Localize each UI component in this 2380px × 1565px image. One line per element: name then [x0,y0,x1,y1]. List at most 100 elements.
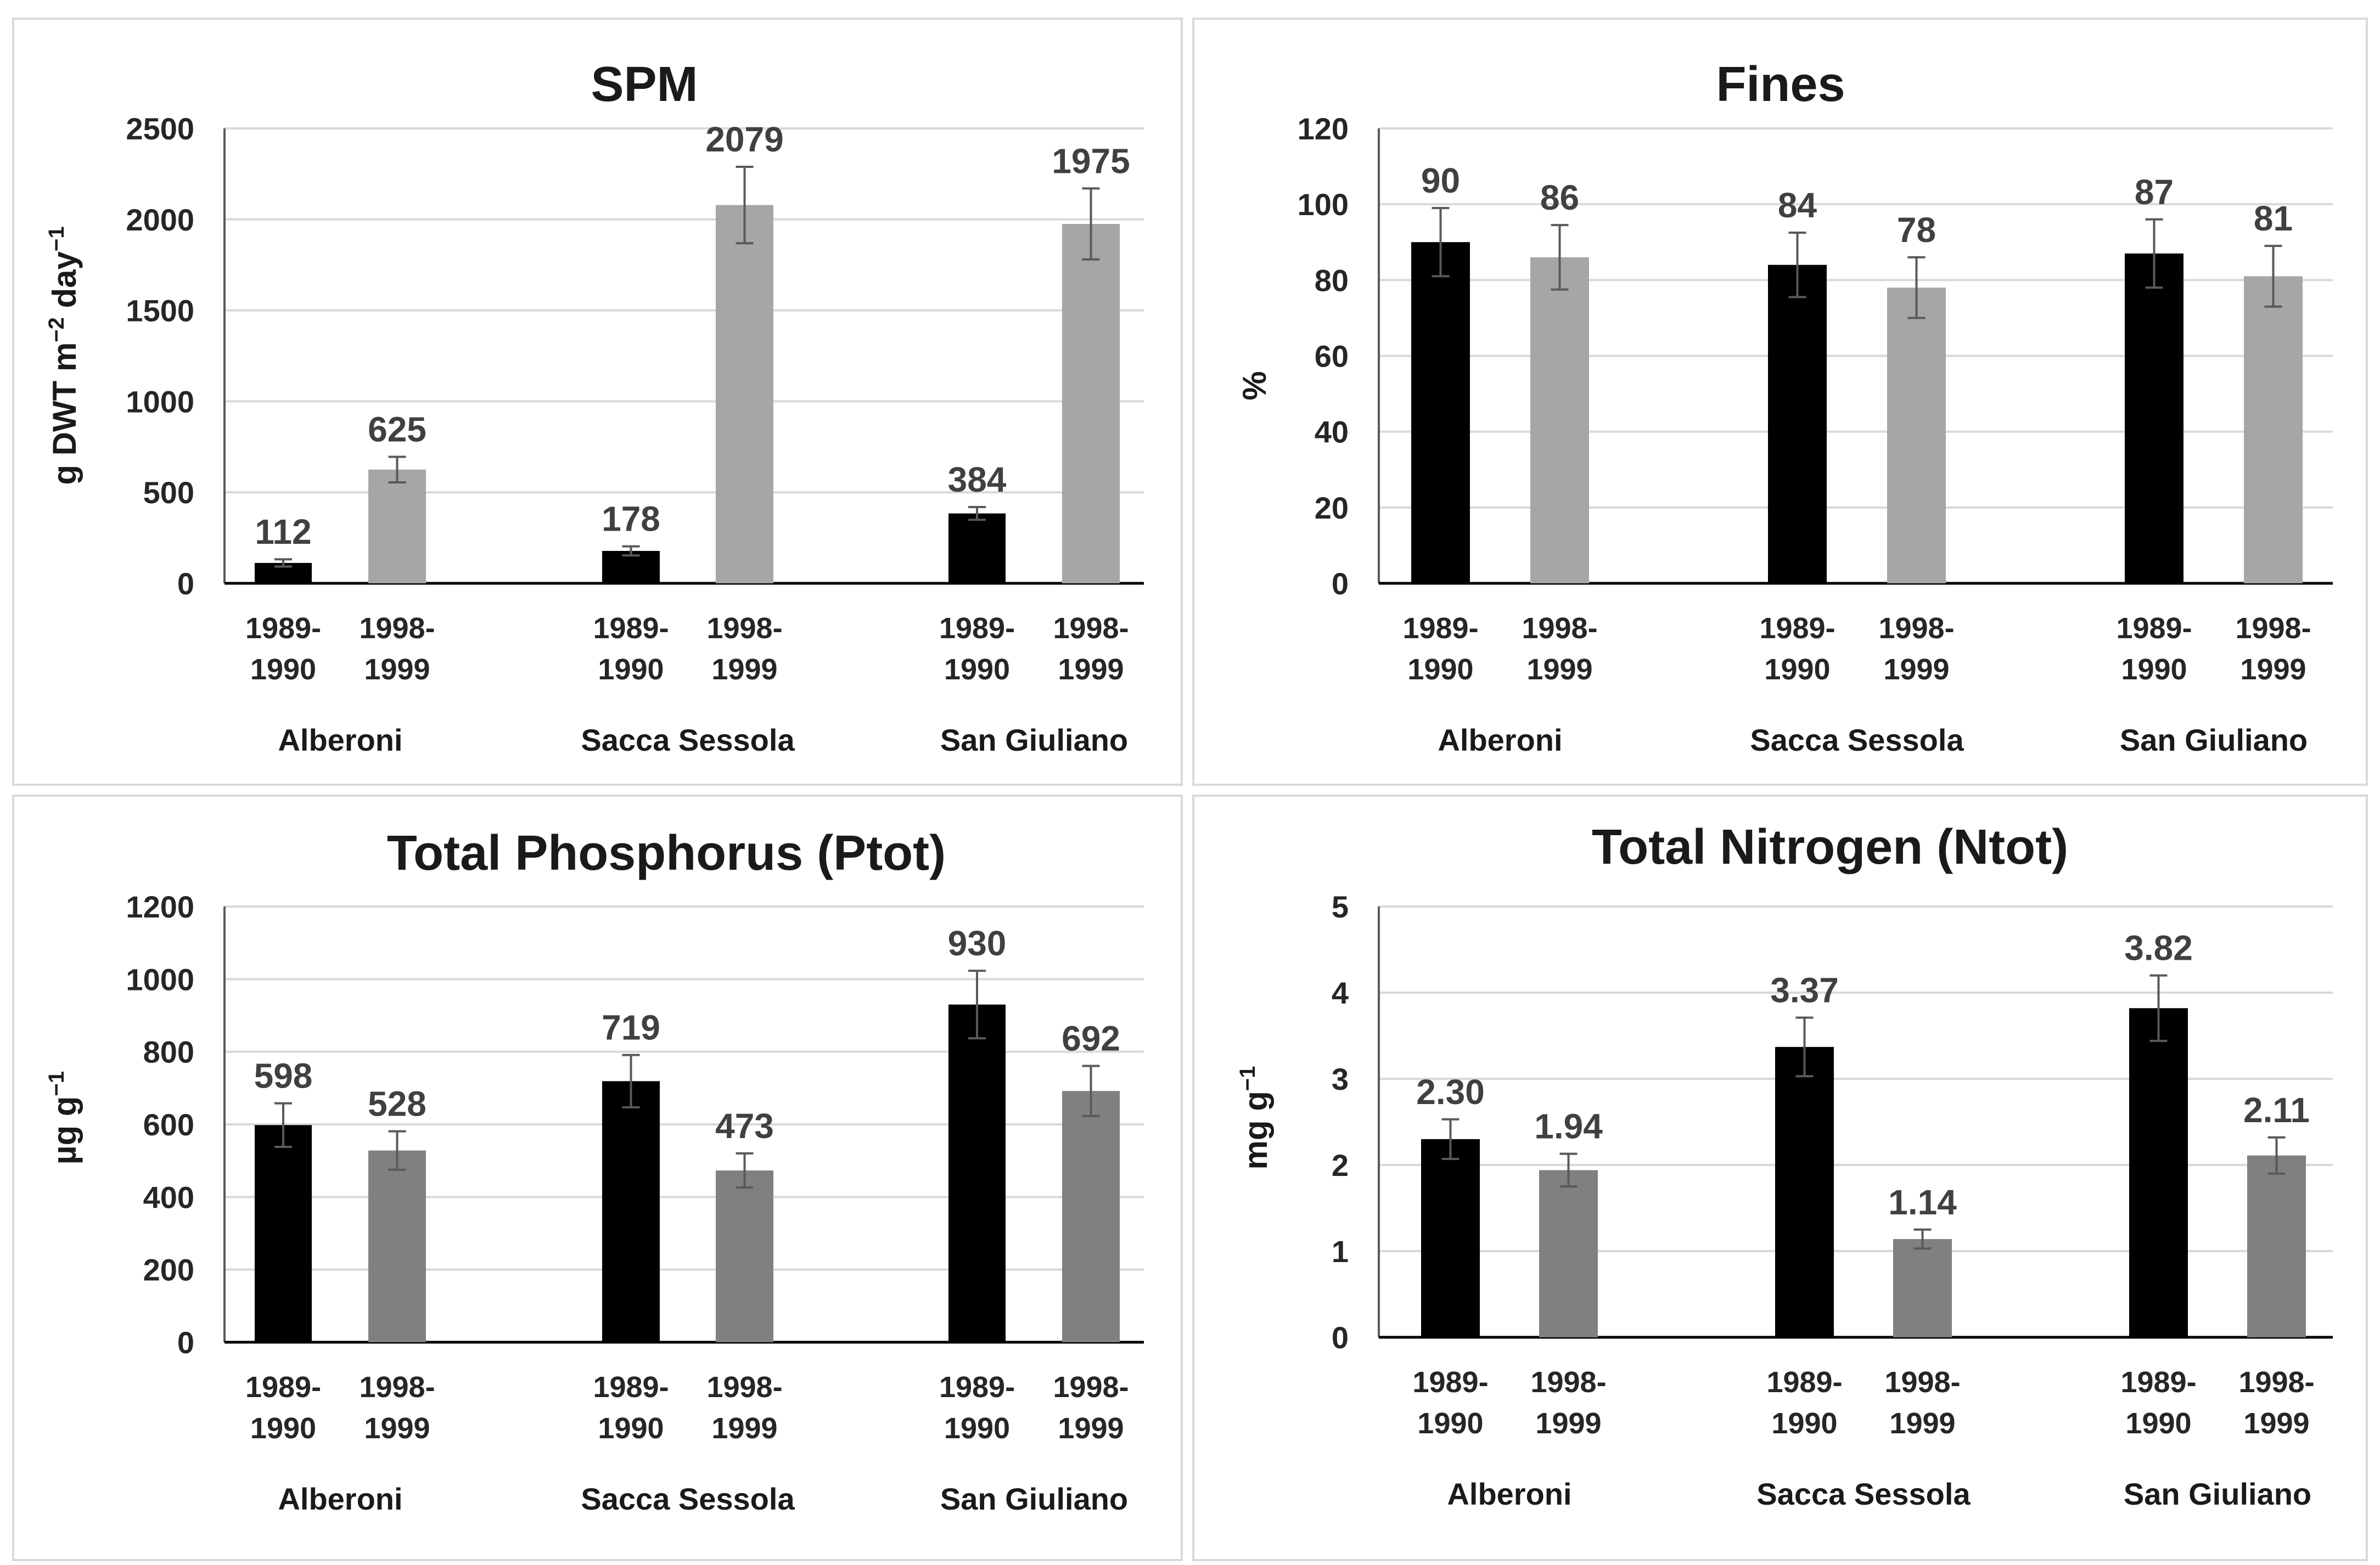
bar [602,1081,660,1342]
data-label: 930 [948,924,1007,963]
group-label: San Giuliano [940,1482,1128,1516]
data-label: 178 [602,499,660,539]
chart-title: SPM [591,57,698,112]
y-tick-label: 0 [177,1325,194,1360]
bar [1062,1091,1120,1342]
y-axis-label-text: µg g [46,1096,83,1165]
data-label: 598 [254,1056,313,1096]
x-tick-label: 1989- [245,1371,321,1404]
bar [2244,276,2303,583]
x-tick-label: 1998- [359,612,435,645]
bar [2247,1155,2306,1337]
y-tick-label: 60 [1315,339,1349,374]
y-tick-label: 80 [1315,263,1349,297]
x-tick-label: 1998- [706,1371,782,1404]
y-tick-label: 40 [1315,415,1349,449]
bar [948,513,1006,583]
group-label: San Giuliano [2124,1477,2311,1511]
data-label: 78 [1897,210,1936,250]
bar [1421,1139,1480,1337]
y-tick-label: 20 [1315,491,1349,525]
bar [2129,1008,2188,1337]
data-label: 719 [602,1008,660,1048]
group-label: Alberoni [278,1482,402,1516]
y-tick-label: 1000 [126,384,194,419]
x-tick-label: 1989- [245,612,321,645]
data-label: 3.37 [1770,971,1839,1010]
x-tick-label: 1998- [2235,612,2311,645]
group-label: Sacca Sessola [581,1482,795,1516]
x-tick-label: 1998- [706,612,782,645]
x-tick-label: 1990 [1407,653,1473,686]
x-tick-label: 1990 [1771,1407,1837,1440]
y-tick-label: 0 [177,566,194,601]
y-tick-label: 2 [1332,1148,1349,1183]
x-tick-label: 1989- [2116,612,2192,645]
y-axis-label-superscript: −1 [44,1071,69,1096]
x-tick-label: 1998- [1053,612,1129,645]
chart-phosphorus: Total Phosphorus (Ptot) 0 200 400 600 800 1000… [44,826,1144,1516]
bar [368,1150,426,1342]
x-tick-label: 1989- [1412,1366,1488,1399]
x-tick-label: 1998- [1053,1371,1129,1404]
x-tick-label: 1998- [1522,612,1597,645]
group-label: Alberoni [1438,723,1562,757]
group-label: San Giuliano [2120,723,2308,757]
y-tick-label: 200 [143,1253,194,1287]
x-tick-label: 1998- [1884,1366,1960,1399]
y-tick-label: 0 [1332,566,1349,601]
y-axis-label-superscript: −1 [1236,1066,1260,1091]
y-tick-label: 2500 [126,111,194,146]
y-axis-label: mg g−1 [1236,1066,1274,1170]
bar [2125,253,2183,584]
x-tick-label: 1989- [939,1371,1015,1404]
x-tick-label: 1999 [711,1412,777,1445]
x-tick-label: 1989- [1759,612,1835,645]
x-tick-label: 1990 [2121,653,2187,686]
x-tick-label: 1998- [359,1371,435,1404]
panel-phosphorus: Total Phosphorus (Ptot) 0 200 400 600 800 1000… [12,795,1183,1561]
x-tick-label: 1989- [939,612,1015,645]
x-tick-label: 1990 [1764,653,1830,686]
y-axis-label-text: g DWT m [46,342,83,485]
x-tick-label: 1999 [1526,653,1592,686]
group-label: Sacca Sessola [581,723,795,757]
data-label: 692 [1062,1018,1120,1058]
data-label: 1.94 [1534,1107,1603,1146]
chart-title: Fines [1716,57,1845,112]
group-label: Sacca Sessola [1750,723,1964,757]
bar [1768,264,1827,583]
data-label: 528 [368,1084,426,1124]
data-label: 90 [1421,161,1460,200]
bar [1539,1170,1598,1337]
y-tick-label: 800 [143,1035,194,1069]
bar [368,469,426,583]
y-tick-label: 1500 [126,294,194,328]
data-label: 2.30 [1416,1072,1485,1112]
data-label: 384 [948,460,1007,499]
y-tick-label: 120 [1298,111,1349,146]
x-tick-label: 1999 [364,653,430,686]
bar [255,1125,312,1342]
bar [1411,242,1470,583]
chart-fines: Fines 0 20 40 60 80 100 120% 90 1989- 1990 86 1998- 1… [1236,57,2333,757]
x-tick-label: 1999 [1058,1412,1124,1445]
group-label: Alberoni [278,723,402,757]
y-tick-label: 2000 [126,202,194,237]
bar [1893,1239,1952,1337]
data-label: 473 [715,1106,774,1146]
y-tick-label: 1200 [126,890,194,924]
bar [1887,288,1946,583]
y-axis-label: g DWT m−2 day−1 [44,226,83,485]
x-tick-label: 1999 [1883,653,1949,686]
y-axis-label-text: mg g [1237,1091,1274,1169]
x-tick-label: 1990 [598,1412,664,1445]
x-tick-label: 1999 [2243,1407,2309,1440]
x-tick-label: 1990 [250,1412,316,1445]
chart-title: Total Phosphorus (Ptot) [387,826,946,881]
y-tick-label: 4 [1332,976,1349,1010]
x-tick-label: 1989- [1402,612,1478,645]
y-axis-label-superscript: −2 [44,317,69,342]
x-tick-label: 1990 [250,653,316,686]
panel-nitrogen: Total Nitrogen (Ntot) 0 1 2 3 4 5 mg g−1 2.30 198… [1192,795,2368,1561]
